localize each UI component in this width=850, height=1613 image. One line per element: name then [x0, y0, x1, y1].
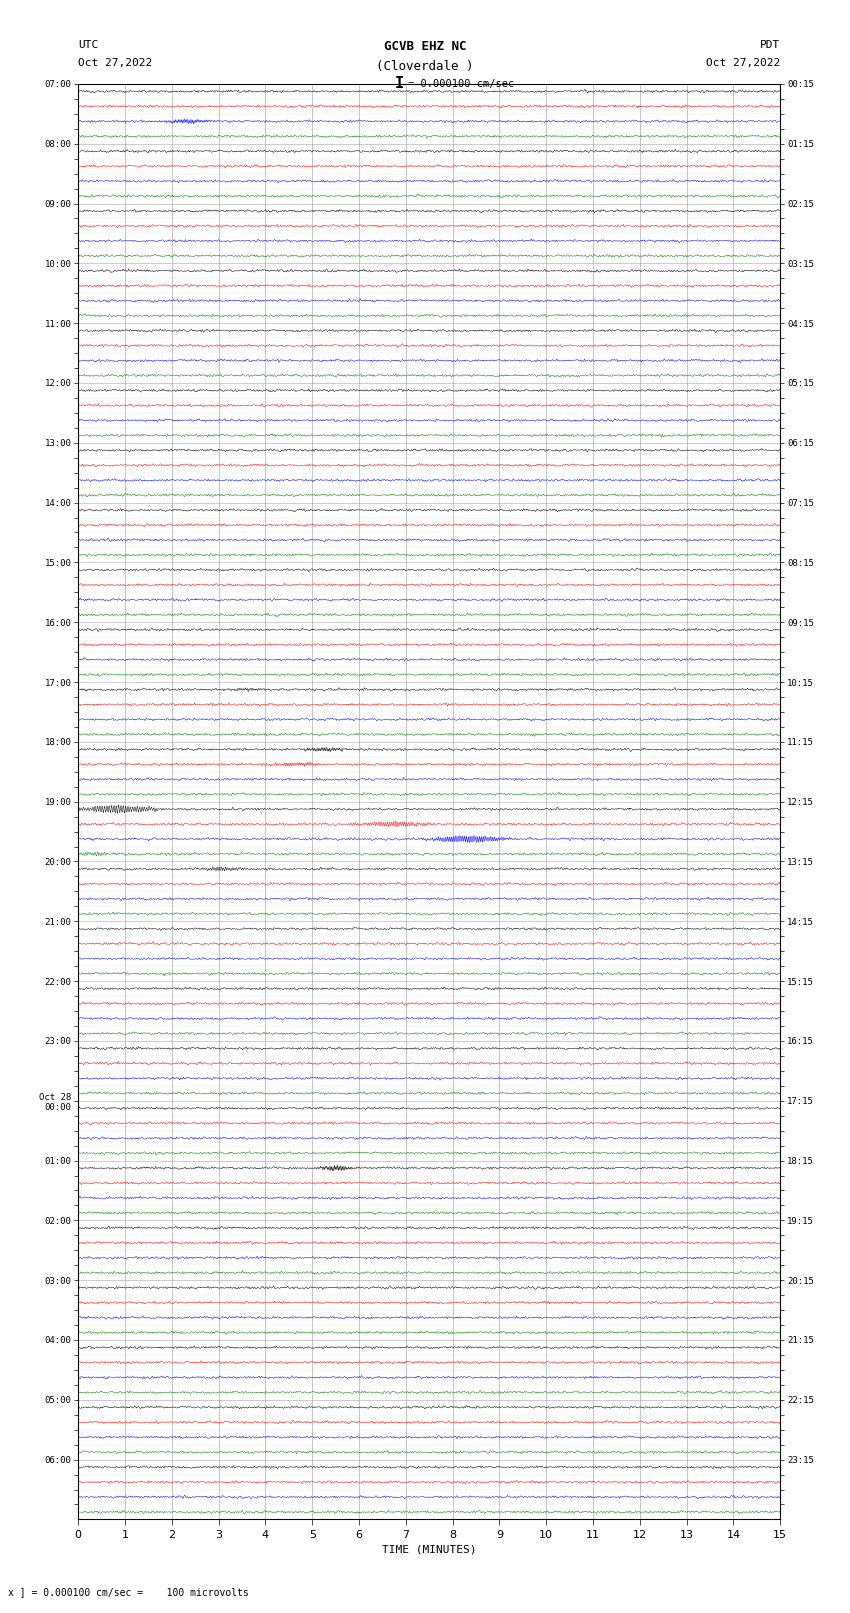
Text: PDT: PDT	[760, 40, 780, 50]
Text: = 0.000100 cm/sec: = 0.000100 cm/sec	[408, 79, 514, 89]
Text: Oct 27,2022: Oct 27,2022	[78, 58, 152, 68]
Text: UTC: UTC	[78, 40, 99, 50]
X-axis label: TIME (MINUTES): TIME (MINUTES)	[382, 1544, 477, 1553]
Text: I: I	[395, 76, 404, 90]
Text: GCVB EHZ NC: GCVB EHZ NC	[383, 40, 467, 53]
Text: (Cloverdale ): (Cloverdale )	[377, 60, 473, 73]
Text: Oct 27,2022: Oct 27,2022	[706, 58, 780, 68]
Text: x ] = 0.000100 cm/sec =    100 microvolts: x ] = 0.000100 cm/sec = 100 microvolts	[8, 1587, 249, 1597]
